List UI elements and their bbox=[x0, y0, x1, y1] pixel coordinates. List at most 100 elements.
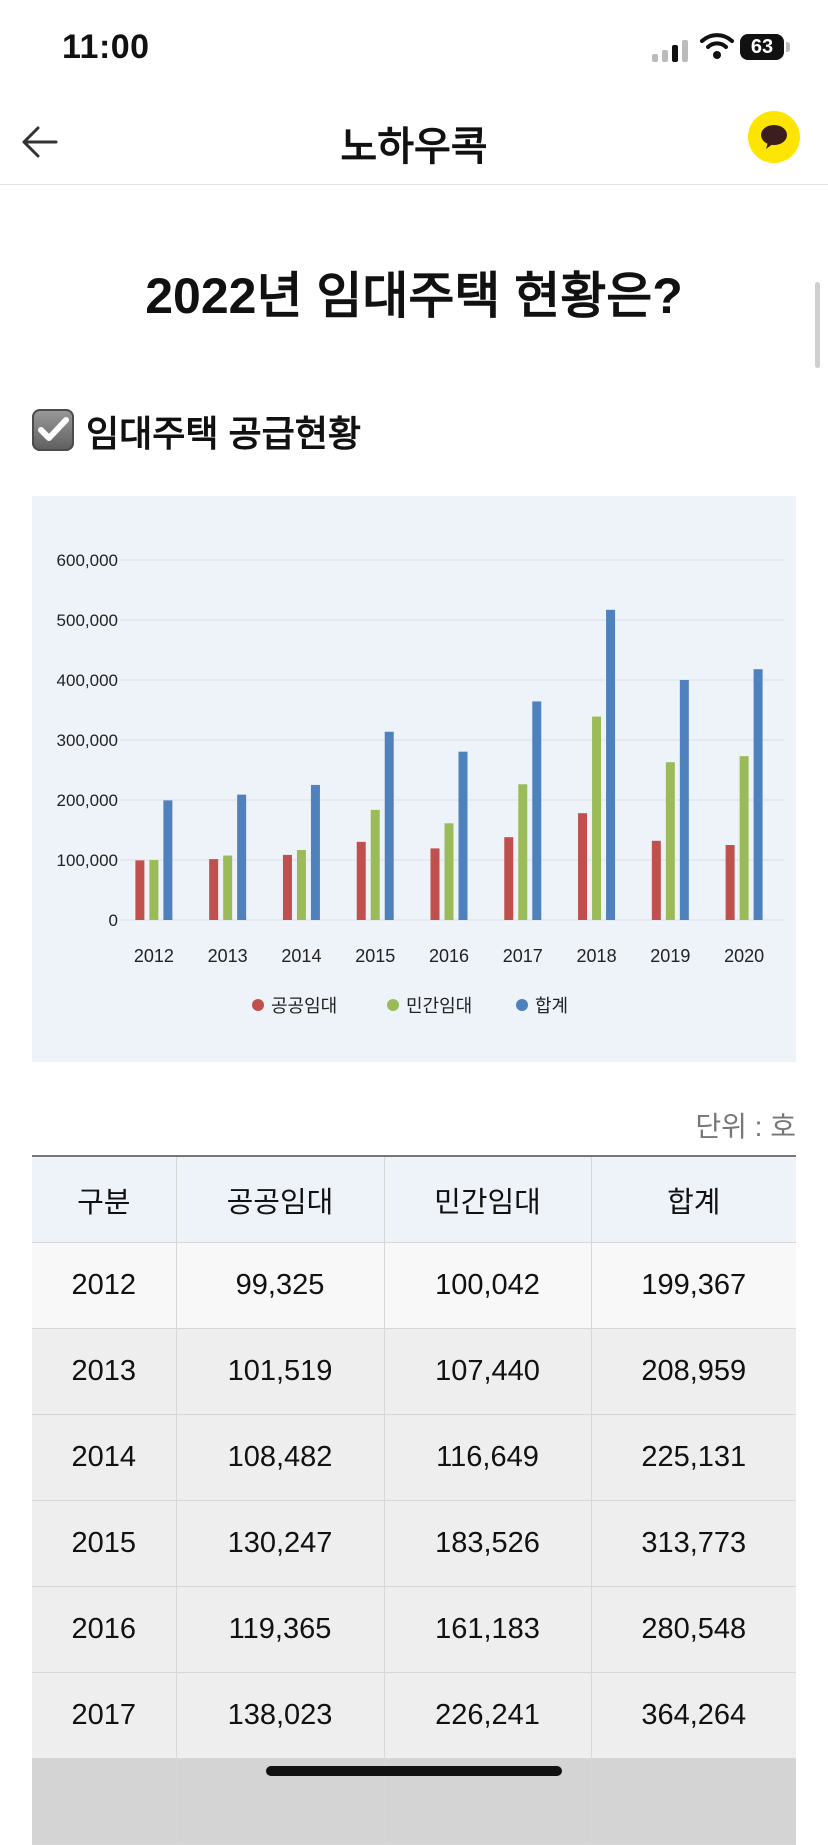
bar bbox=[310, 784, 320, 920]
table-cell: 2017 bbox=[32, 1672, 177, 1759]
table-cell: 2012 bbox=[32, 1242, 177, 1329]
legend-label: 합계 bbox=[535, 996, 568, 1016]
x-tick-label: 2018 bbox=[577, 946, 617, 966]
table-cell: 108,482 bbox=[176, 1414, 385, 1501]
bar bbox=[651, 840, 661, 920]
battery-icon: 63 bbox=[740, 34, 790, 60]
table-cell: 161,183 bbox=[384, 1586, 592, 1673]
table-row: 2013 101,519 107,440 208,959 bbox=[32, 1328, 796, 1415]
bar bbox=[296, 850, 306, 920]
y-tick-label: 300,000 bbox=[57, 731, 118, 750]
app-header: 노하우콕 bbox=[0, 100, 828, 185]
x-tick-label: 2020 bbox=[724, 946, 764, 966]
table-header-cell: 민간임대 bbox=[384, 1156, 592, 1243]
bar bbox=[504, 837, 514, 920]
bar bbox=[679, 680, 689, 920]
page-title: 2022년 임대주택 현황은? bbox=[145, 268, 683, 324]
bar-chart: 600,000 500,000 400,000 300,000 200,000 100,0… bbox=[57, 551, 784, 1016]
table-cell: 107,440 bbox=[384, 1328, 592, 1415]
bar bbox=[237, 794, 247, 920]
legend-marker bbox=[252, 999, 264, 1011]
y-tick-label: 0 bbox=[109, 911, 118, 930]
legend-marker bbox=[387, 999, 399, 1011]
bar bbox=[753, 669, 763, 920]
bar bbox=[223, 855, 233, 920]
y-tick-label: 600,000 bbox=[57, 551, 118, 570]
table-cell: 100,042 bbox=[384, 1242, 592, 1329]
battery-cap bbox=[786, 42, 790, 52]
y-tick-label: 400,000 bbox=[57, 671, 118, 690]
chat-bubble-icon bbox=[761, 125, 787, 149]
kakao-chat-icon[interactable] bbox=[748, 111, 800, 163]
chart-container: 600,000 500,000 400,000 300,000 200,000 100,0… bbox=[32, 496, 796, 1062]
x-tick-label: 2012 bbox=[134, 946, 174, 966]
unit-label: 단위 : 호 bbox=[695, 1111, 796, 1142]
table-header-cell: 합계 bbox=[591, 1156, 796, 1243]
y-tick-label: 500,000 bbox=[57, 611, 118, 630]
home-indicator[interactable] bbox=[266, 1766, 562, 1776]
table-cell bbox=[591, 1758, 796, 1845]
bar bbox=[149, 859, 159, 920]
table-header-row: 구분 공공임대 민간임대 합계 bbox=[32, 1156, 796, 1243]
table-cell: 226,241 bbox=[384, 1672, 592, 1759]
x-tick-label: 2013 bbox=[208, 946, 248, 966]
app-title: 노하우콕 bbox=[340, 125, 488, 169]
back-arrow-icon[interactable] bbox=[18, 120, 62, 164]
x-tick-label: 2019 bbox=[650, 946, 690, 966]
table-cell: 208,959 bbox=[591, 1328, 796, 1415]
table-cell: 116,649 bbox=[384, 1414, 592, 1501]
table-cell: 280,548 bbox=[591, 1586, 796, 1673]
x-tick-label: 2014 bbox=[281, 946, 321, 966]
table-header-cell: 구분 bbox=[32, 1156, 177, 1243]
table-cell: 138,023 bbox=[176, 1672, 385, 1759]
bar bbox=[725, 845, 735, 920]
y-tick-label: 200,000 bbox=[57, 791, 118, 810]
table-row: 2012 99,325 100,042 199,367 bbox=[32, 1242, 796, 1329]
bar bbox=[592, 716, 602, 920]
bar bbox=[430, 848, 440, 920]
wifi-icon bbox=[700, 33, 734, 59]
bar bbox=[532, 701, 542, 920]
table-row: 2014 108,482 116,649 225,131 bbox=[32, 1414, 796, 1501]
legend-label: 민간임대 bbox=[406, 996, 472, 1016]
table-cell: 2013 bbox=[32, 1328, 177, 1415]
bar bbox=[384, 731, 394, 920]
bar bbox=[282, 854, 292, 920]
bar bbox=[458, 751, 468, 920]
table-cell: 183,526 bbox=[384, 1500, 592, 1587]
battery-level: 63 bbox=[740, 34, 784, 60]
table-cell: 313,773 bbox=[591, 1500, 796, 1587]
bar bbox=[209, 859, 219, 920]
section-title: 임대주택 공급현황 bbox=[86, 413, 361, 454]
x-tick-label: 2015 bbox=[355, 946, 395, 966]
cellular-signal-icon bbox=[652, 40, 688, 62]
table-cell: 130,247 bbox=[176, 1500, 385, 1587]
legend-label: 공공임대 bbox=[271, 996, 337, 1016]
bar bbox=[665, 762, 675, 920]
table-cell: 2016 bbox=[32, 1586, 177, 1673]
table-cell: 101,519 bbox=[176, 1328, 385, 1415]
status-bar: 11:00 63 bbox=[0, 0, 828, 100]
table-cell: 199,367 bbox=[591, 1242, 796, 1329]
scrollbar[interactable] bbox=[815, 282, 820, 368]
bar bbox=[606, 609, 616, 920]
bar bbox=[444, 823, 454, 920]
x-tick-label: 2016 bbox=[429, 946, 469, 966]
x-tick-label: 2017 bbox=[503, 946, 543, 966]
table-cell: 364,264 bbox=[591, 1672, 796, 1759]
table-row: 2017 138,023 226,241 364,264 bbox=[32, 1672, 796, 1759]
table-cell: 2014 bbox=[32, 1414, 177, 1501]
bar bbox=[518, 784, 528, 920]
table-cell: 99,325 bbox=[176, 1242, 385, 1329]
table-cell: 225,131 bbox=[591, 1414, 796, 1501]
table-row: 2015 130,247 183,526 313,773 bbox=[32, 1500, 796, 1587]
table-cell: 2015 bbox=[32, 1500, 177, 1587]
checkbox-icon bbox=[32, 409, 74, 451]
bar bbox=[578, 813, 588, 920]
table-cell bbox=[32, 1758, 177, 1845]
status-time: 11:00 bbox=[62, 28, 150, 66]
bar bbox=[370, 809, 380, 920]
y-tick-label: 100,000 bbox=[57, 851, 118, 870]
legend-marker bbox=[516, 999, 528, 1011]
bar bbox=[163, 800, 173, 920]
